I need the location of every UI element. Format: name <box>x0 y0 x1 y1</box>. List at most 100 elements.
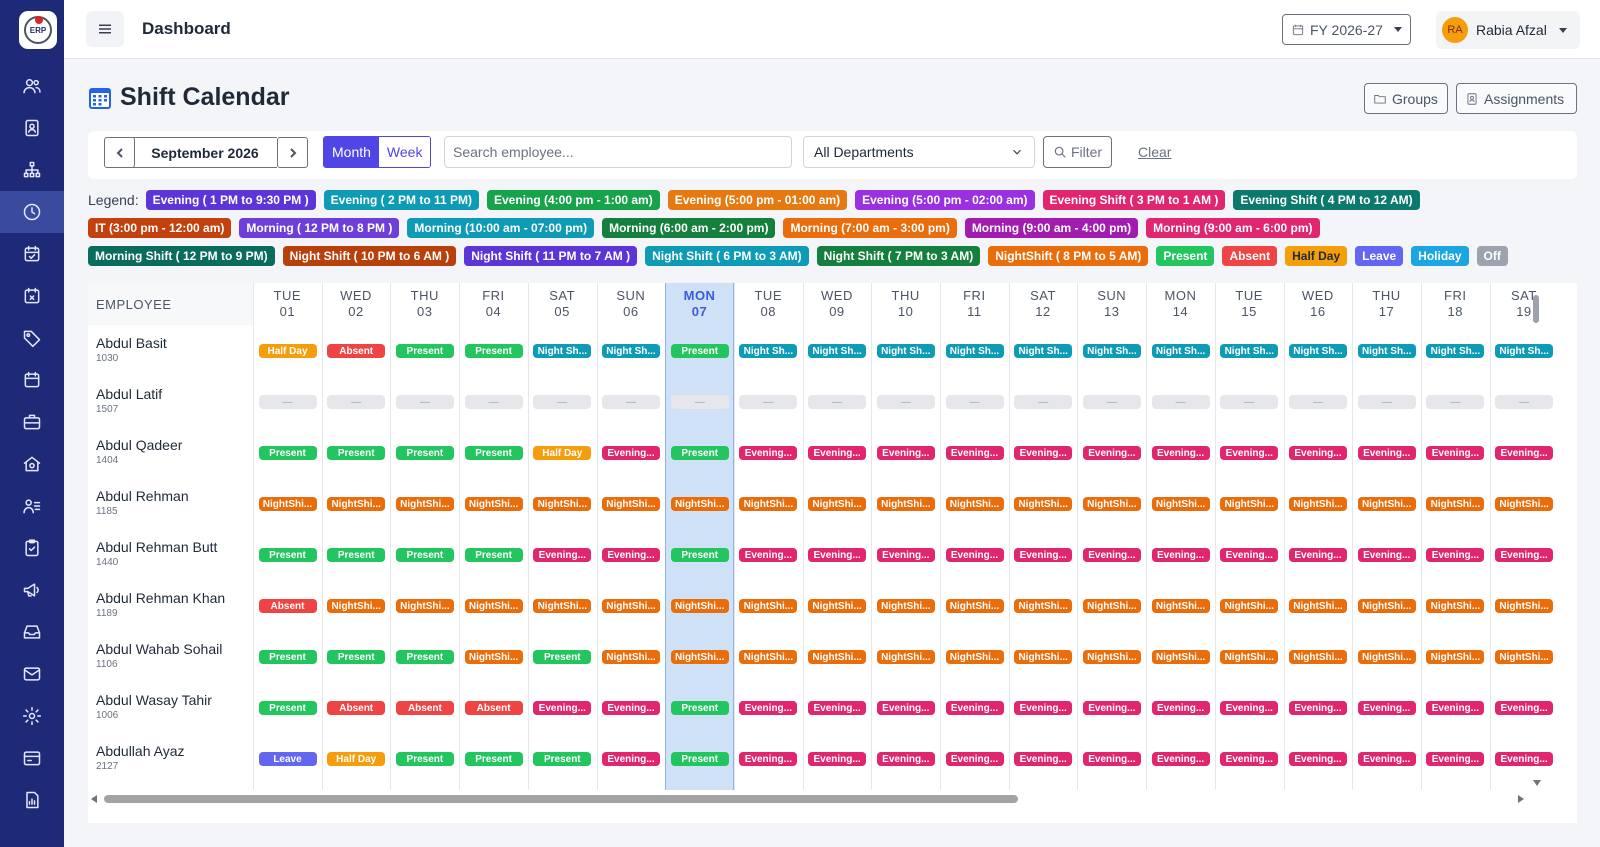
shift-cell[interactable]: Present <box>395 650 454 664</box>
shift-cell[interactable]: Evening... <box>1014 701 1073 715</box>
shift-cell[interactable]: Night Sh... <box>945 344 1004 358</box>
shift-cell[interactable]: Evening... <box>945 701 1004 715</box>
shift-cell[interactable]: Evening... <box>602 548 660 562</box>
shift-cell[interactable]: Evening... <box>945 548 1004 562</box>
shift-cell[interactable]: Evening... <box>876 701 935 715</box>
shift-cell[interactable]: Evening... <box>1082 548 1141 562</box>
shift-cell[interactable]: NightShi... <box>1220 650 1279 664</box>
sidebar-item-shifts[interactable] <box>0 191 64 233</box>
shift-cell[interactable]: Half Day <box>258 344 317 358</box>
shift-cell[interactable]: Night Sh... <box>1014 344 1073 358</box>
shift-cell[interactable]: Evening... <box>1151 548 1210 562</box>
shift-cell[interactable]: Night Sh... <box>602 344 660 358</box>
department-select[interactable]: All Departments <box>803 136 1035 168</box>
shift-cell[interactable]: Evening... <box>1220 752 1279 766</box>
shift-cell[interactable]: Night Sh... <box>1357 344 1416 358</box>
shift-cell[interactable]: Present <box>327 650 386 664</box>
shift-cell[interactable]: NightShi... <box>945 497 1004 511</box>
day-header[interactable]: WED 02 <box>322 283 391 325</box>
shift-cell[interactable]: Absent <box>258 599 317 613</box>
fiscal-year-select[interactable]: FY 2026-27 <box>1282 14 1411 45</box>
shift-cell[interactable]: Night Sh... <box>876 344 935 358</box>
filter-button[interactable]: Filter <box>1043 136 1112 168</box>
shift-cell[interactable]: NightShi... <box>1082 497 1141 511</box>
shift-cell[interactable]: Evening... <box>1357 446 1416 460</box>
scroll-right-arrow-icon[interactable] <box>1518 795 1524 803</box>
shift-cell[interactable]: NightShi... <box>1289 497 1347 511</box>
shift-cell[interactable]: Evening... <box>739 701 798 715</box>
shift-cell[interactable]: — <box>1220 395 1279 409</box>
shift-cell[interactable]: Evening... <box>1495 752 1554 766</box>
shift-cell[interactable]: Evening... <box>1357 548 1416 562</box>
shift-cell[interactable]: Evening... <box>1014 548 1073 562</box>
user-menu[interactable]: RA Rabia Afzal <box>1436 11 1580 49</box>
shift-cell[interactable]: Present <box>670 548 729 562</box>
shift-cell[interactable]: Evening... <box>602 701 660 715</box>
shift-cell[interactable]: NightShi... <box>670 599 729 613</box>
shift-cell[interactable]: Evening... <box>1495 446 1554 460</box>
day-header[interactable]: FRI 18 <box>1421 283 1490 325</box>
shift-cell[interactable]: Present <box>670 752 729 766</box>
day-header[interactable]: THU 10 <box>871 283 940 325</box>
day-header[interactable]: THU 17 <box>1352 283 1421 325</box>
shift-cell[interactable]: — <box>258 395 317 409</box>
shift-cell[interactable]: NightShi... <box>1289 599 1347 613</box>
sidebar-item-announcements[interactable] <box>0 569 64 611</box>
employee-row-header[interactable]: Abdul Rehman 1185 <box>88 478 253 529</box>
shift-cell[interactable]: NightShi... <box>808 650 867 664</box>
sidebar-item-directory[interactable] <box>0 485 64 527</box>
shift-cell[interactable]: NightShi... <box>1220 599 1279 613</box>
scroll-left-arrow-icon[interactable] <box>91 795 97 803</box>
shift-cell[interactable]: NightShi... <box>808 497 867 511</box>
shift-cell[interactable]: NightShi... <box>395 497 454 511</box>
day-header[interactable]: TUE 08 <box>734 283 803 325</box>
employee-row-header[interactable]: Abdul Wahab Sohail 1106 <box>88 631 253 682</box>
shift-cell[interactable]: NightShi... <box>945 650 1004 664</box>
shift-cell[interactable]: NightShi... <box>1220 497 1279 511</box>
shift-cell[interactable]: NightShi... <box>739 599 798 613</box>
shift-cell[interactable]: NightShi... <box>1357 650 1416 664</box>
day-header[interactable]: TUE 01 <box>253 283 322 325</box>
shift-cell[interactable]: NightShi... <box>1357 497 1416 511</box>
shift-cell[interactable]: NightShi... <box>602 599 660 613</box>
shift-cell[interactable]: Evening... <box>1357 752 1416 766</box>
shift-cell[interactable]: — <box>1289 395 1347 409</box>
shift-cell[interactable]: NightShi... <box>1495 497 1554 511</box>
sidebar-item-tags[interactable] <box>0 317 64 359</box>
employee-row-header[interactable]: Abdullah Ayaz 2127 <box>88 733 253 784</box>
shift-cell[interactable]: Present <box>327 446 386 460</box>
next-month-button[interactable] <box>277 137 308 168</box>
shift-cell[interactable]: Present <box>533 752 592 766</box>
shift-cell[interactable]: Night Sh... <box>1151 344 1210 358</box>
shift-cell[interactable]: NightShi... <box>1014 497 1073 511</box>
shift-cell[interactable]: Present <box>464 344 523 358</box>
shift-cell[interactable]: NightShi... <box>1357 599 1416 613</box>
shift-cell[interactable]: Evening... <box>945 752 1004 766</box>
shift-cell[interactable]: Evening... <box>1426 752 1485 766</box>
shift-cell[interactable]: Present <box>533 650 592 664</box>
shift-cell[interactable]: NightShi... <box>876 650 935 664</box>
shift-cell[interactable]: Leave <box>258 752 317 766</box>
shift-cell[interactable]: NightShi... <box>670 497 729 511</box>
shift-cell[interactable]: Night Sh... <box>739 344 798 358</box>
shift-cell[interactable]: Evening... <box>1151 446 1210 460</box>
day-header[interactable]: MON 07 <box>665 283 734 325</box>
shift-cell[interactable]: NightShi... <box>670 650 729 664</box>
shift-cell[interactable]: NightShi... <box>1082 650 1141 664</box>
shift-cell[interactable]: Evening... <box>1495 548 1554 562</box>
shift-cell[interactable]: Night Sh... <box>1426 344 1485 358</box>
shift-cell[interactable]: Present <box>258 548 317 562</box>
shift-cell[interactable]: Evening... <box>1082 446 1141 460</box>
shift-cell[interactable]: — <box>1082 395 1141 409</box>
sidebar-item-payroll[interactable] <box>0 737 64 779</box>
shift-cell[interactable]: Absent <box>327 344 386 358</box>
shift-cell[interactable]: — <box>327 395 386 409</box>
shift-cell[interactable]: NightShi... <box>464 599 523 613</box>
sidebar-item-mail[interactable] <box>0 653 64 695</box>
sidebar-item-profile[interactable] <box>0 107 64 149</box>
shift-cell[interactable]: Evening... <box>1014 752 1073 766</box>
shift-cell[interactable]: Evening... <box>1426 548 1485 562</box>
shift-cell[interactable]: — <box>1151 395 1210 409</box>
shift-cell[interactable]: Present <box>395 344 454 358</box>
shift-cell[interactable]: — <box>808 395 867 409</box>
